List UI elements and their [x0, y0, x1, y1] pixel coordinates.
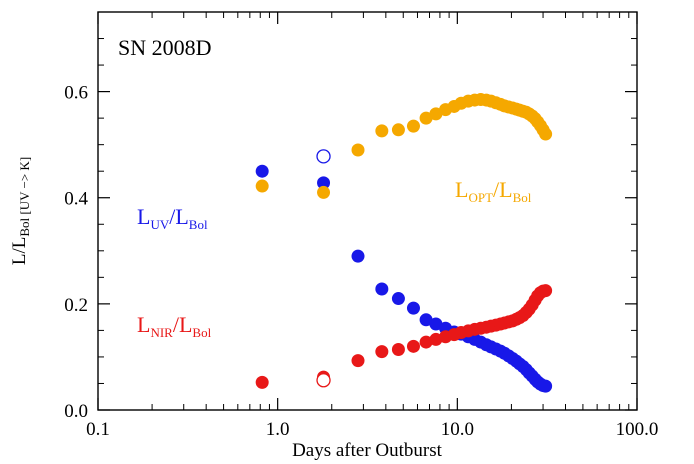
y-tick-label: 0.0 — [64, 401, 88, 422]
series-label-opt-slash: /L — [493, 177, 513, 202]
series-label-nir-slash: /L — [173, 312, 193, 337]
uv-data-point — [255, 164, 269, 178]
uv-data-point — [375, 282, 389, 296]
series-label-uv: LUV/LBol — [137, 204, 208, 232]
y-tick-label: 0.2 — [64, 295, 88, 316]
axis-ticks — [97, 12, 638, 411]
chart-title: SN 2008D — [118, 35, 212, 60]
nir-data-point — [351, 354, 365, 368]
uv-data-point — [419, 313, 433, 327]
nir-data-point — [419, 335, 433, 349]
nir-data-point — [406, 339, 420, 353]
opt-data-point — [351, 143, 365, 157]
series-label-opt: LOPT/LBol — [455, 177, 532, 205]
x-tick-label: 0.1 — [86, 419, 110, 440]
series-label-uv-main: L — [137, 204, 150, 229]
uv-data-point — [317, 176, 331, 190]
opt-data-point — [391, 123, 405, 137]
series-label-uv-sub: UV — [150, 217, 169, 232]
tick-labels: 0.1 1.0 10.0 100.0 0.0 0.2 0.4 0.6 — [64, 83, 658, 440]
series-label-uv-sub2: Bol — [189, 217, 208, 232]
series-label-opt-sub2: Bol — [513, 190, 532, 205]
opt-data-point — [375, 124, 389, 138]
y-axis-title: L/LBol [UV −> K] — [9, 157, 32, 265]
uv-data-point — [406, 301, 420, 315]
opt-data-point — [317, 185, 331, 199]
series-label-nir-sub2: Bol — [192, 325, 211, 340]
x-tick-label: 100.0 — [616, 419, 659, 440]
uv-data-point — [391, 292, 405, 306]
series-label-nir-main: L — [137, 312, 150, 337]
opt-data-point — [406, 119, 420, 133]
nir-data-point — [391, 343, 405, 357]
y-axis-title-main: L/L — [9, 237, 30, 266]
uv-data-point — [539, 379, 553, 393]
y-tick-label: 0.6 — [64, 83, 88, 104]
series-label-opt-main: L — [455, 177, 468, 202]
nir-data-point — [375, 345, 389, 359]
x-axis-title: Days after Outburst — [292, 440, 443, 461]
x-tick-label: 10.0 — [441, 419, 474, 440]
x-tick-label: 1.0 — [266, 419, 290, 440]
opt-data-point — [539, 127, 553, 141]
y-tick-label: 0.4 — [64, 189, 88, 210]
series-label-opt-sub: OPT — [468, 190, 493, 205]
uv-data-point — [351, 249, 365, 263]
uv-open-data-point — [316, 149, 331, 164]
nir-data-point — [539, 284, 553, 298]
plot-marks — [255, 93, 553, 393]
plot-frame — [97, 11, 638, 411]
opt-data-point — [419, 111, 433, 125]
opt-data-point — [255, 179, 269, 193]
series-label-nir-sub: NIR — [150, 325, 173, 340]
series-label-nir: LNIR/LBol — [137, 312, 212, 340]
series-label-uv-slash: /L — [169, 204, 189, 229]
nir-data-point — [255, 375, 269, 389]
y-axis-title-sub: Bol [UV −> K] — [17, 157, 32, 237]
nir-open-data-point — [316, 373, 331, 388]
